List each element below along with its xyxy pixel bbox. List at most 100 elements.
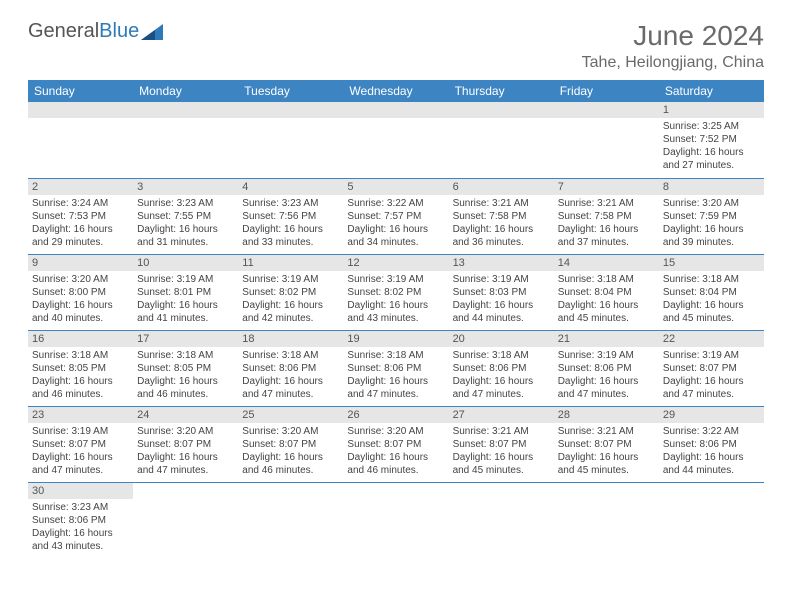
sunset-text: Sunset: 8:06 PM: [453, 362, 550, 375]
day-details: Sunrise: 3:19 AMSunset: 8:01 PMDaylight:…: [137, 273, 234, 325]
calendar-row: 2Sunrise: 3:24 AMSunset: 7:53 PMDaylight…: [28, 178, 764, 254]
daylight-text: Daylight: 16 hours and 46 minutes.: [32, 375, 129, 401]
calendar-cell: [449, 102, 554, 178]
daylight-text: Daylight: 16 hours and 41 minutes.: [137, 299, 234, 325]
calendar-row: 9Sunrise: 3:20 AMSunset: 8:00 PMDaylight…: [28, 254, 764, 330]
calendar-cell: 29Sunrise: 3:22 AMSunset: 8:06 PMDayligh…: [659, 406, 764, 482]
sunrise-text: Sunrise: 3:21 AM: [558, 197, 655, 210]
calendar-cell: 16Sunrise: 3:18 AMSunset: 8:05 PMDayligh…: [28, 330, 133, 406]
daylight-text: Daylight: 16 hours and 47 minutes.: [32, 451, 129, 477]
sunrise-text: Sunrise: 3:19 AM: [137, 273, 234, 286]
daylight-text: Daylight: 16 hours and 36 minutes.: [453, 223, 550, 249]
calendar-cell: 27Sunrise: 3:21 AMSunset: 8:07 PMDayligh…: [449, 406, 554, 482]
weekday-header: Saturday: [659, 80, 764, 102]
day-number: 16: [28, 331, 133, 347]
calendar-cell: 23 Sunrise: 3:19 AMSunset: 8:07 PMDayligh…: [28, 406, 133, 482]
daylight-text: Daylight: 16 hours and 34 minutes.: [347, 223, 444, 249]
sunset-text: Sunset: 8:07 PM: [137, 438, 234, 451]
day-number: 4: [238, 179, 343, 195]
sunrise-text: Sunrise: 3:20 AM: [137, 425, 234, 438]
title-block: June 2024 Tahe, Heilongjiang, China: [582, 20, 764, 72]
calendar-row: 16Sunrise: 3:18 AMSunset: 8:05 PMDayligh…: [28, 330, 764, 406]
day-details: Sunrise: 3:22 AMSunset: 7:57 PMDaylight:…: [347, 197, 444, 249]
sunset-text: Sunset: 8:00 PM: [32, 286, 129, 299]
sunset-text: Sunset: 8:07 PM: [663, 362, 760, 375]
day-number: 3: [133, 179, 238, 195]
day-number: 23: [28, 407, 133, 423]
daylight-text: Daylight: 16 hours and 39 minutes.: [663, 223, 760, 249]
day-number: 5: [343, 179, 448, 195]
day-number: 27: [449, 407, 554, 423]
day-number: 8: [659, 179, 764, 195]
sunrise-text: Sunrise: 3:21 AM: [558, 425, 655, 438]
calendar-cell: 3Sunrise: 3:23 AMSunset: 7:55 PMDaylight…: [133, 178, 238, 254]
calendar-cell: 25Sunrise: 3:20 AMSunset: 8:07 PMDayligh…: [238, 406, 343, 482]
calendar-cell: 20Sunrise: 3:18 AMSunset: 8:06 PMDayligh…: [449, 330, 554, 406]
day-number: 14: [554, 255, 659, 271]
sunrise-text: Sunrise: 3:24 AM: [32, 197, 129, 210]
logo-part1: General: [28, 20, 99, 43]
daylight-text: Daylight: 16 hours and 31 minutes.: [137, 223, 234, 249]
sunrise-text: Sunrise: 3:18 AM: [137, 349, 234, 362]
day-details: Sunrise: 3:19 AMSunset: 8:07 PMDaylight:…: [32, 425, 129, 477]
sunset-text: Sunset: 7:59 PM: [663, 210, 760, 223]
daylight-text: Daylight: 16 hours and 47 minutes.: [663, 375, 760, 401]
day-details: Sunrise: 3:20 AMSunset: 8:07 PMDaylight:…: [137, 425, 234, 477]
day-number: 18: [238, 331, 343, 347]
sunset-text: Sunset: 8:02 PM: [242, 286, 339, 299]
day-details: Sunrise: 3:20 AMSunset: 8:07 PMDaylight:…: [347, 425, 444, 477]
calendar-cell: 2Sunrise: 3:24 AMSunset: 7:53 PMDaylight…: [28, 178, 133, 254]
weekday-header: Sunday: [28, 80, 133, 102]
calendar-head: Sunday Monday Tuesday Wednesday Thursday…: [28, 80, 764, 102]
sunrise-text: Sunrise: 3:21 AM: [453, 197, 550, 210]
daylight-text: Daylight: 16 hours and 27 minutes.: [663, 146, 760, 172]
sunset-text: Sunset: 8:07 PM: [453, 438, 550, 451]
day-number: 29: [659, 407, 764, 423]
day-details: Sunrise: 3:19 AMSunset: 8:02 PMDaylight:…: [242, 273, 339, 325]
calendar-cell: 18Sunrise: 3:18 AMSunset: 8:06 PMDayligh…: [238, 330, 343, 406]
daylight-text: Daylight: 16 hours and 47 minutes.: [137, 451, 234, 477]
daylight-text: Daylight: 16 hours and 42 minutes.: [242, 299, 339, 325]
day-number: 10: [133, 255, 238, 271]
daylight-text: Daylight: 16 hours and 43 minutes.: [32, 527, 129, 553]
calendar-cell: 5 Sunrise: 3:22 AMSunset: 7:57 PMDaylight…: [343, 178, 448, 254]
sunset-text: Sunset: 8:07 PM: [347, 438, 444, 451]
calendar-cell: [238, 102, 343, 178]
daylight-text: Daylight: 16 hours and 37 minutes.: [558, 223, 655, 249]
calendar-cell: 15Sunrise: 3:18 AMSunset: 8:04 PMDayligh…: [659, 254, 764, 330]
daylight-text: Daylight: 16 hours and 33 minutes.: [242, 223, 339, 249]
sunrise-text: Sunrise: 3:18 AM: [347, 349, 444, 362]
day-details: Sunrise: 3:19 AMSunset: 8:02 PMDaylight:…: [347, 273, 444, 325]
day-details: Sunrise: 3:18 AMSunset: 8:06 PMDaylight:…: [453, 349, 550, 401]
calendar-cell: 17Sunrise: 3:18 AMSunset: 8:05 PMDayligh…: [133, 330, 238, 406]
calendar-body: 1Sunrise: 3:25 AMSunset: 7:52 PMDaylight…: [28, 102, 764, 558]
sunset-text: Sunset: 8:06 PM: [347, 362, 444, 375]
daylight-text: Daylight: 16 hours and 45 minutes.: [558, 299, 655, 325]
daylight-text: Daylight: 16 hours and 47 minutes.: [453, 375, 550, 401]
sunset-text: Sunset: 8:02 PM: [347, 286, 444, 299]
calendar-cell: 4Sunrise: 3:23 AMSunset: 7:56 PMDaylight…: [238, 178, 343, 254]
daylight-text: Daylight: 16 hours and 45 minutes.: [558, 451, 655, 477]
sunset-text: Sunset: 7:58 PM: [453, 210, 550, 223]
sunset-text: Sunset: 7:58 PM: [558, 210, 655, 223]
calendar-cell: 14 Sunrise: 3:18 AMSunset: 8:04 PMDayligh…: [554, 254, 659, 330]
day-details: Sunrise: 3:18 AMSunset: 8:04 PMDaylight:…: [558, 273, 655, 325]
sunset-text: Sunset: 8:07 PM: [242, 438, 339, 451]
sunset-text: Sunset: 7:52 PM: [663, 133, 760, 146]
sunrise-text: Sunrise: 3:22 AM: [347, 197, 444, 210]
calendar-cell: 11Sunrise: 3:19 AMSunset: 8:02 PMDayligh…: [238, 254, 343, 330]
day-details: Sunrise: 3:20 AMSunset: 8:07 PMDaylight:…: [242, 425, 339, 477]
sunset-text: Sunset: 8:06 PM: [242, 362, 339, 375]
weekday-header: Wednesday: [343, 80, 448, 102]
day-number: 28: [554, 407, 659, 423]
day-number: 7: [554, 179, 659, 195]
sunset-text: Sunset: 8:06 PM: [663, 438, 760, 451]
daylight-text: Daylight: 16 hours and 45 minutes.: [663, 299, 760, 325]
calendar-cell: 19Sunrise: 3:18 AMSunset: 8:06 PMDayligh…: [343, 330, 448, 406]
sunset-text: Sunset: 8:04 PM: [558, 286, 655, 299]
weekday-header: Tuesday: [238, 80, 343, 102]
day-details: Sunrise: 3:25 AMSunset: 7:52 PMDaylight:…: [663, 120, 760, 172]
calendar-cell: [133, 102, 238, 178]
logo-sail-icon: [141, 22, 167, 42]
sunrise-text: Sunrise: 3:20 AM: [32, 273, 129, 286]
